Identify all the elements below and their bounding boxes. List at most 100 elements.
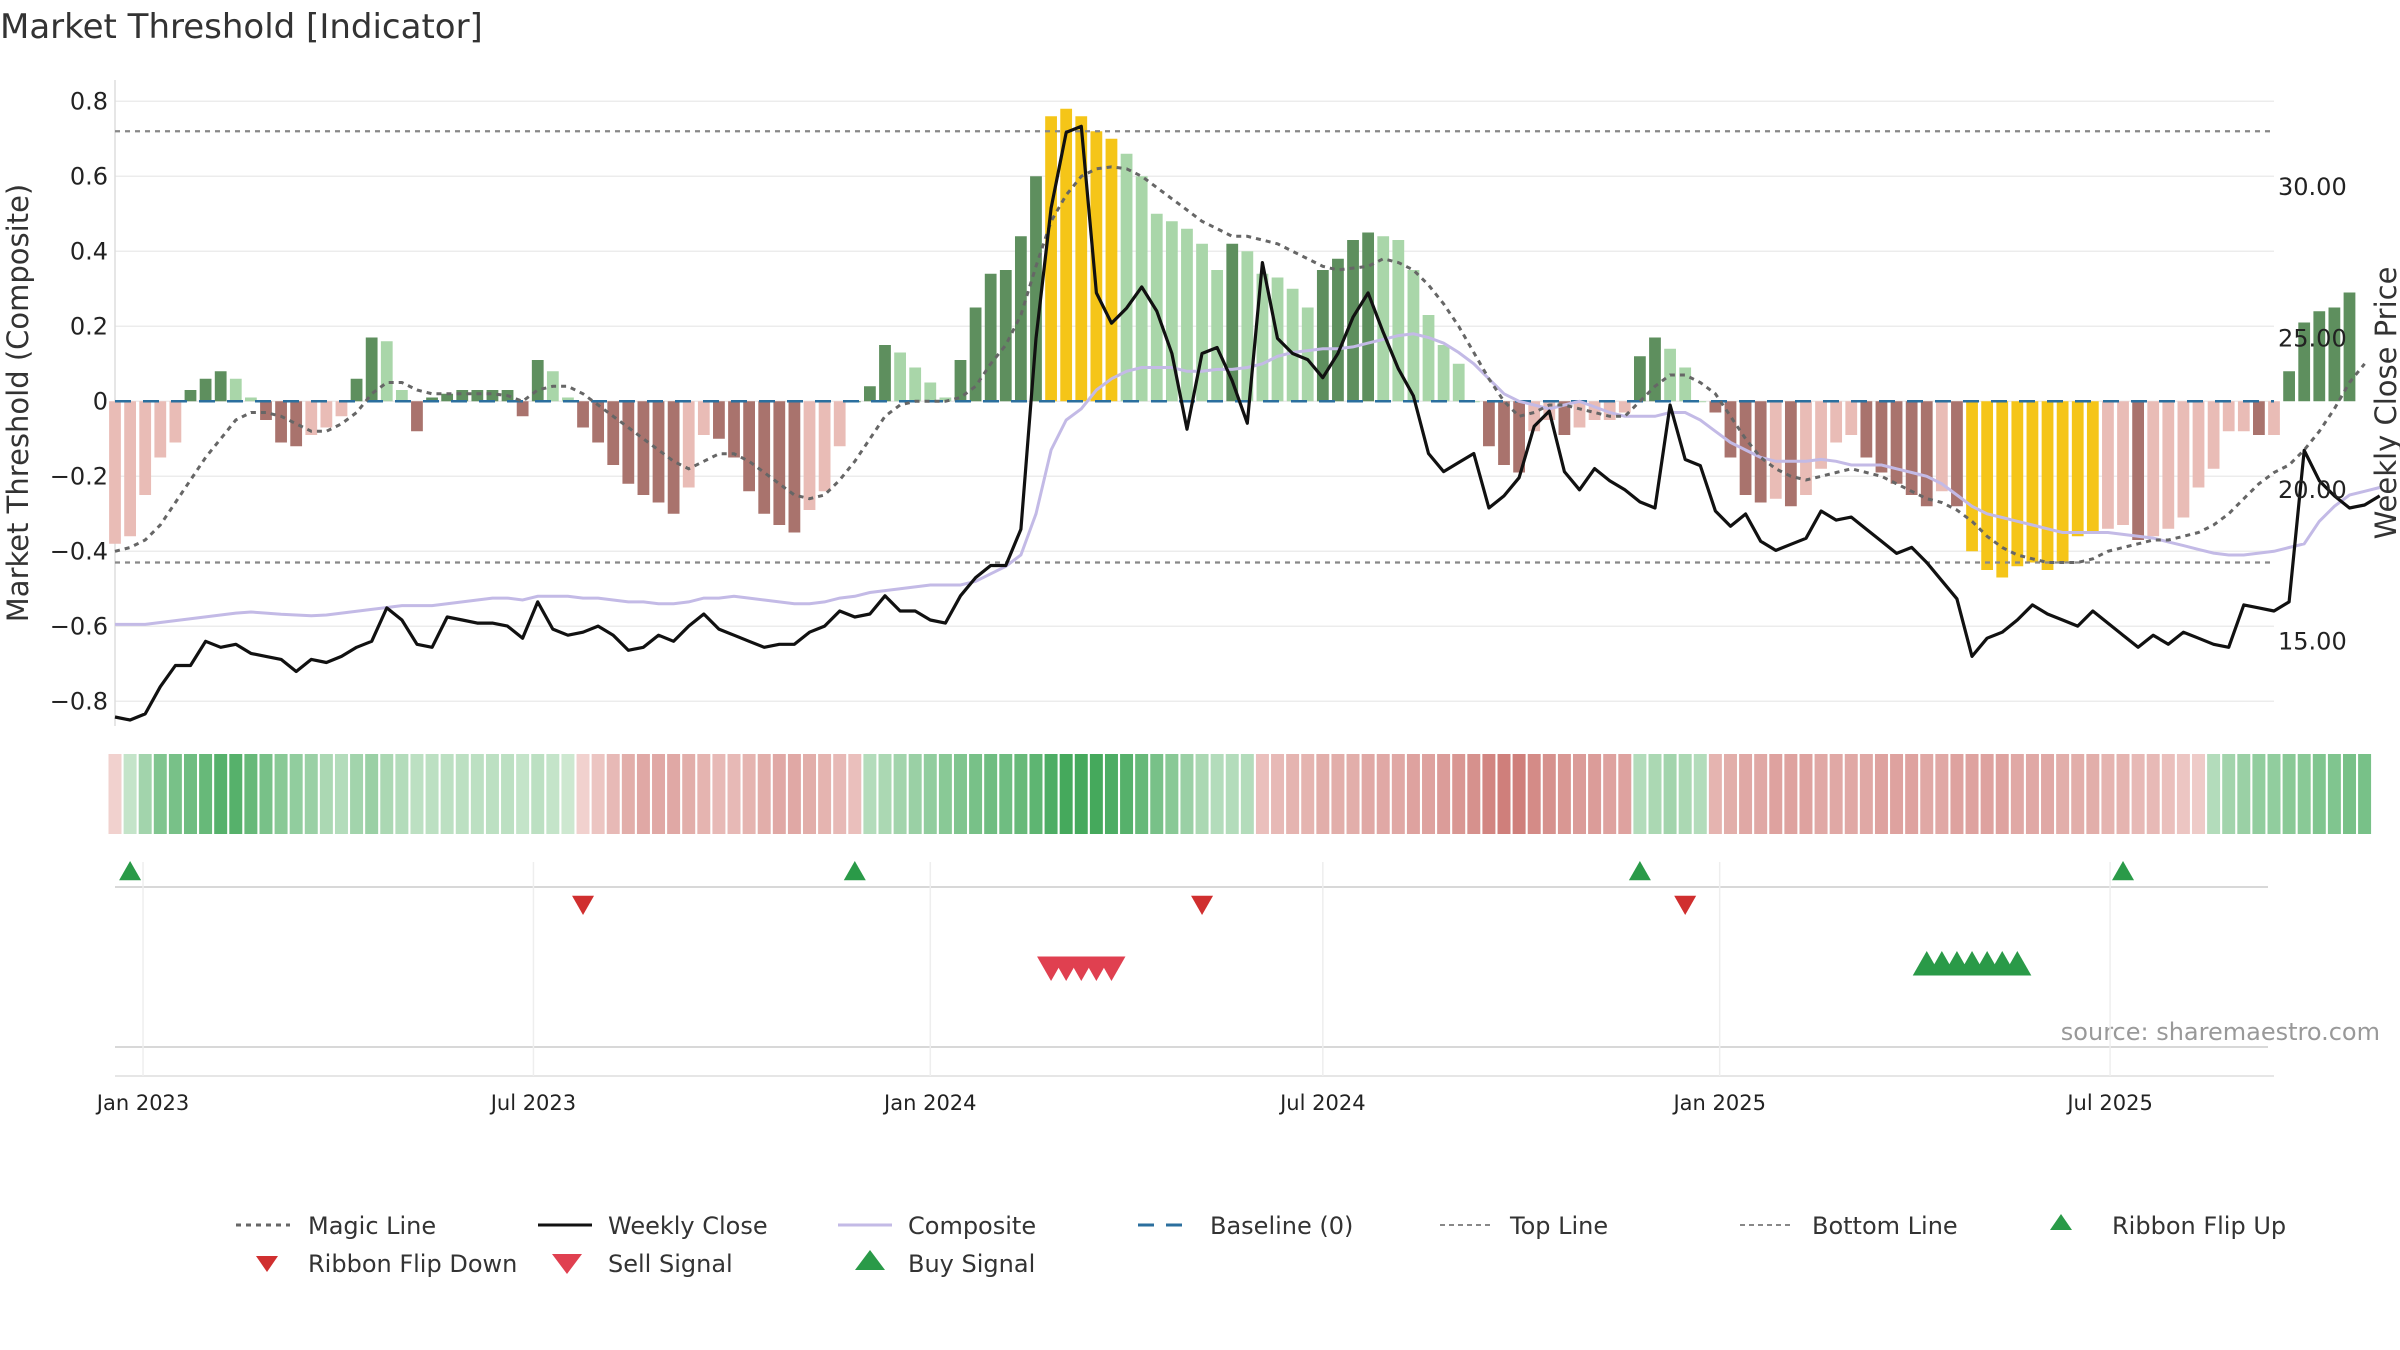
ribbon-cell [2252,754,2266,834]
ribbon-cell [1663,754,1677,834]
ribbon-cell [1874,754,1888,834]
ribbon-cell [621,754,635,834]
ribbon-cell [1135,754,1149,834]
ribbon-cell [2358,754,2372,834]
ribbon-cell [818,754,832,834]
legend-item-bottom-line: Bottom Line [1740,1212,1958,1240]
composite-bar [909,367,922,402]
composite-bar [1498,401,1510,465]
composite-bar [879,345,891,402]
ribbon-cell [697,754,711,834]
composite-bar [562,397,574,402]
ribbon-flip-up-marker [1628,861,1651,881]
ribbon-cell [803,754,816,834]
ribbon-cell [1814,754,1828,834]
composite-bar [184,390,197,402]
legend-item-baseline: Baseline (0) [1138,1212,1353,1240]
composite-bar [954,360,967,402]
svg-text:Top Line: Top Line [1509,1212,1608,1240]
ribbon-cell [1286,754,1300,834]
composite-bar [2117,401,2129,525]
ribbon-cell [1633,754,1647,834]
composite-bar [426,397,438,402]
composite-bar [2026,401,2039,563]
composite-bar [1226,243,1239,402]
right-tick-label: 15.00 [2278,627,2347,655]
ribbon-cell [1467,754,1481,834]
composite-bar [2102,401,2114,529]
composite-bar [1150,213,1163,402]
composite-bar [2086,401,2099,533]
composite-bar [471,390,484,402]
legend-item-ribbon-flip-up: Ribbon Flip Up [2050,1212,2286,1240]
composite-bar [2268,401,2280,435]
composite-bar [1256,273,1269,402]
composite-bar [803,401,816,510]
composite-bar [1905,401,1918,495]
ribbon-flip-down-marker [572,895,595,915]
ribbon-cell [652,754,666,834]
composite-bar [260,401,272,420]
legend-item-weekly-close: Weekly Close [538,1212,768,1240]
ribbon-cell [1693,754,1707,834]
ribbon-cell [1588,754,1602,834]
composite-bar [697,401,710,435]
composite-bar [1935,401,1948,492]
ribbon-cell [1573,754,1586,834]
ribbon-cell [1965,754,1979,834]
ribbon-cell [2025,754,2039,834]
ribbon-cell [1014,754,1028,834]
composite-bar [1060,108,1073,402]
left-axis-title: Market Threshold (Composite) [1,184,35,622]
ribbon-flip-up-marker [119,861,142,881]
source-label: source: sharemaestro.com [2061,1018,2380,1046]
composite-bar [1286,288,1299,402]
composite-bar [728,401,740,458]
date-tick-label: Jan 2024 [882,1091,977,1115]
composite-bar [411,401,423,432]
composite-bar [1981,401,1994,570]
composite-bar [1452,363,1465,402]
composite-bar [516,401,529,417]
ribbon-cell [2342,754,2356,834]
composite-bar [1996,401,2009,578]
composite-bar [2313,311,2326,402]
ribbon-cell [1331,754,1345,834]
composite-bar [1165,221,1178,402]
ribbon-cell [214,754,228,834]
ribbon-cell [2207,754,2221,834]
ribbon-cell [199,754,213,834]
composite-bar [864,386,876,402]
ribbon-cell [1074,754,1088,834]
ribbon-cell [1482,754,1496,834]
ribbon-cell [1618,754,1632,834]
ribbon-cell [2222,754,2236,834]
lines-layer [114,124,2381,722]
composite-bar [894,352,906,402]
composite-bar [758,401,771,514]
composite-bar [2253,401,2265,435]
ribbon-cell [576,754,590,834]
composite-bar [109,401,121,544]
ribbon-cell [878,754,892,834]
sell-signal-marker [1097,956,1126,981]
ribbon-cell [636,754,650,834]
composite-bar [652,401,665,503]
composite-bar [1090,131,1103,402]
left-tick-label: 0.6 [70,162,108,190]
ribbon-cell [1165,754,1179,834]
composite-bar [1920,401,1933,507]
composite-bar [441,393,454,402]
ribbon-cell [742,754,756,834]
ribbon-cell [1301,754,1315,834]
ribbon-cell [1452,754,1466,834]
composite-bar [818,401,831,492]
left-tick-label: −0.6 [50,612,108,640]
composite-bar [1754,401,1767,503]
date-tick-label: Jul 2023 [489,1091,576,1115]
composite-bar [1407,270,1420,402]
composite-bar [199,378,212,402]
composite-bar [607,401,620,465]
composite-bar [2222,401,2235,432]
ribbon-cell [1542,754,1556,834]
